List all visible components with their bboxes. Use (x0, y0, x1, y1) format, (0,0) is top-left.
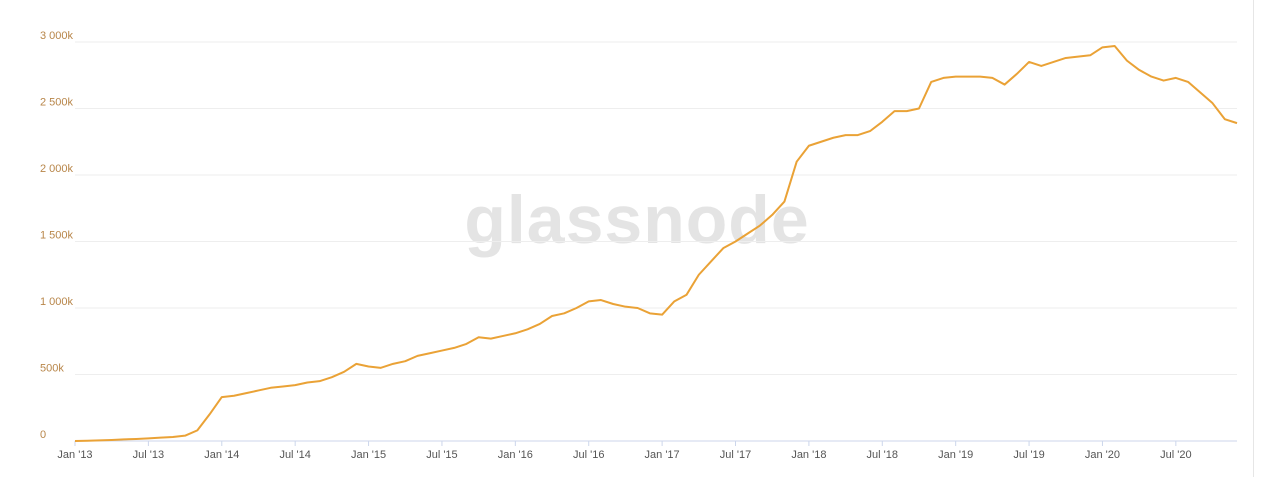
x-tick-label: Jul '14 (279, 449, 310, 461)
series-line (74, 44, 1238, 442)
x-tick-label: Jan '16 (498, 449, 533, 461)
x-tick-label: Jan '20 (1085, 449, 1120, 461)
x-tick-label: Jul '16 (573, 449, 604, 461)
x-tick-label: Jul '20 (1160, 449, 1191, 461)
x-tick-label: Jan '19 (938, 449, 973, 461)
x-tick-label: Jan '13 (57, 449, 92, 461)
y-tick-label: 500k (40, 362, 64, 374)
y-tick-label: 3 000k (40, 30, 74, 42)
y-tick-label: 1 000k (40, 296, 74, 308)
y-tick-label: 2 500k (40, 96, 74, 108)
panel (0, 0, 1253, 477)
x-tick-label: Jan '15 (351, 449, 386, 461)
y-tick-label: 2 000k (40, 163, 74, 175)
x-tick-label: Jul '18 (867, 449, 898, 461)
x-tick-label: Jul '15 (426, 449, 457, 461)
y-tick-label: 1 500k (40, 229, 74, 241)
y-tick-label: 0 (40, 429, 46, 441)
x-tick-label: Jul '13 (133, 449, 164, 461)
x-tick-label: Jan '18 (791, 449, 826, 461)
x-tick-label: Jul '19 (1013, 449, 1044, 461)
x-tick-label: Jan '14 (204, 449, 239, 461)
x-tick-label: Jul '17 (720, 449, 751, 461)
x-tick-label: Jan '17 (645, 449, 680, 461)
watermark: glassnode (464, 182, 809, 258)
